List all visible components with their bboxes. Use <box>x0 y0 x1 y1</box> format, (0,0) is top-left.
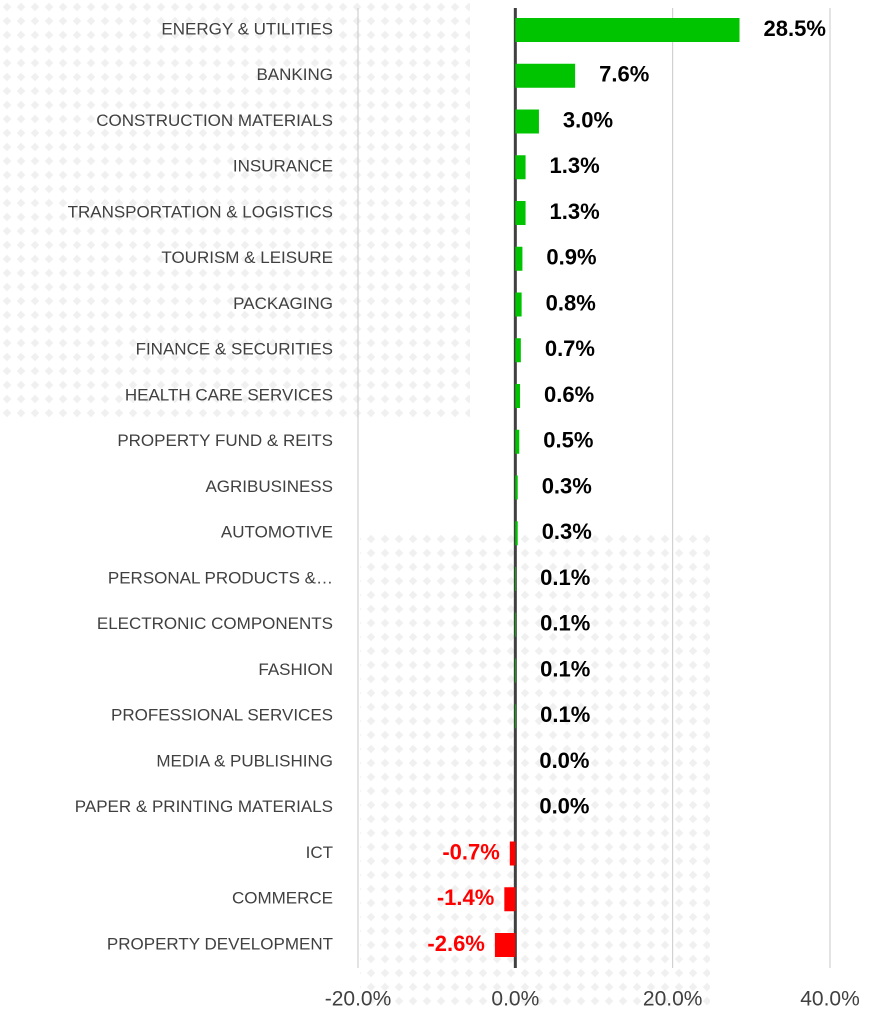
value-label: 0.1% <box>540 565 590 590</box>
category-label: PROPERTY FUND & REITS <box>117 431 333 450</box>
value-label: 3.0% <box>563 107 613 132</box>
x-tick-label: 40.0% <box>800 988 860 1011</box>
bar <box>515 201 526 225</box>
value-label: 28.5% <box>764 16 826 41</box>
category-label: INSURANCE <box>233 157 333 176</box>
category-label: CONSTRUCTION MATERIALS <box>96 111 333 130</box>
category-label: MEDIA & PUBLISHING <box>156 751 333 770</box>
value-label: 0.1% <box>540 611 590 636</box>
category-label: PERSONAL PRODUCTS &… <box>108 568 333 587</box>
category-label: FINANCE & SECURITIES <box>136 340 333 359</box>
value-label: -2.6% <box>427 931 484 956</box>
bar <box>515 567 517 591</box>
value-label: -1.4% <box>437 885 494 910</box>
x-tick-label: 20.0% <box>643 988 703 1011</box>
background-pattern <box>0 0 470 420</box>
x-tick-label: -20.0% <box>325 988 392 1011</box>
value-label: 0.5% <box>543 428 593 453</box>
bar <box>515 18 740 42</box>
bar <box>515 429 520 454</box>
category-label: PACKAGING <box>233 294 333 313</box>
category-label: FASHION <box>258 660 333 679</box>
value-label: -0.7% <box>442 839 499 864</box>
category-label: COMMERCE <box>232 889 333 908</box>
category-label: PROPERTY DEVELOPMENT <box>107 934 333 953</box>
category-label: ELECTRONIC COMPONENTS <box>97 614 333 633</box>
category-label: PROFESSIONAL SERVICES <box>111 706 333 725</box>
bar <box>494 933 516 957</box>
category-label: HEALTH CARE SERVICES <box>125 385 333 404</box>
bar <box>515 612 517 637</box>
value-label: 0.1% <box>540 702 590 727</box>
value-label: 0.9% <box>546 245 596 270</box>
value-label: 0.0% <box>539 748 589 773</box>
category-label: TOURISM & LEISURE <box>161 248 333 267</box>
bar <box>515 338 521 363</box>
x-tick-label: 0.0% <box>491 988 539 1011</box>
bar <box>515 292 522 317</box>
value-label: 0.8% <box>546 290 596 315</box>
value-label: 0.3% <box>542 519 592 544</box>
bar <box>515 109 539 134</box>
category-label: AUTOMOTIVE <box>221 523 333 542</box>
category-label: PAPER & PRINTING MATERIALS <box>75 797 333 816</box>
bar <box>515 521 518 546</box>
value-label: 0.1% <box>540 656 590 681</box>
bar <box>515 384 521 408</box>
value-label: 1.3% <box>550 199 600 224</box>
category-label: ENERGY & UTILITIES <box>161 19 333 38</box>
category-label: BANKING <box>256 65 333 84</box>
bar <box>515 246 523 271</box>
bar <box>515 155 526 180</box>
bar <box>515 63 576 88</box>
category-label: TRANSPORTATION & LOGISTICS <box>68 202 333 221</box>
value-label: 7.6% <box>599 62 649 87</box>
bar <box>504 887 516 912</box>
value-label: 1.3% <box>550 153 600 178</box>
value-label: 0.0% <box>539 794 589 819</box>
bar <box>515 704 517 729</box>
category-label: AGRIBUSINESS <box>205 477 333 496</box>
value-label: 0.6% <box>544 382 594 407</box>
bar <box>515 475 518 500</box>
value-label: 0.7% <box>545 336 595 361</box>
bar <box>515 658 517 683</box>
value-label: 0.3% <box>542 473 592 498</box>
category-label: ICT <box>306 843 333 862</box>
background-pattern <box>360 530 710 1010</box>
bar <box>509 841 516 866</box>
